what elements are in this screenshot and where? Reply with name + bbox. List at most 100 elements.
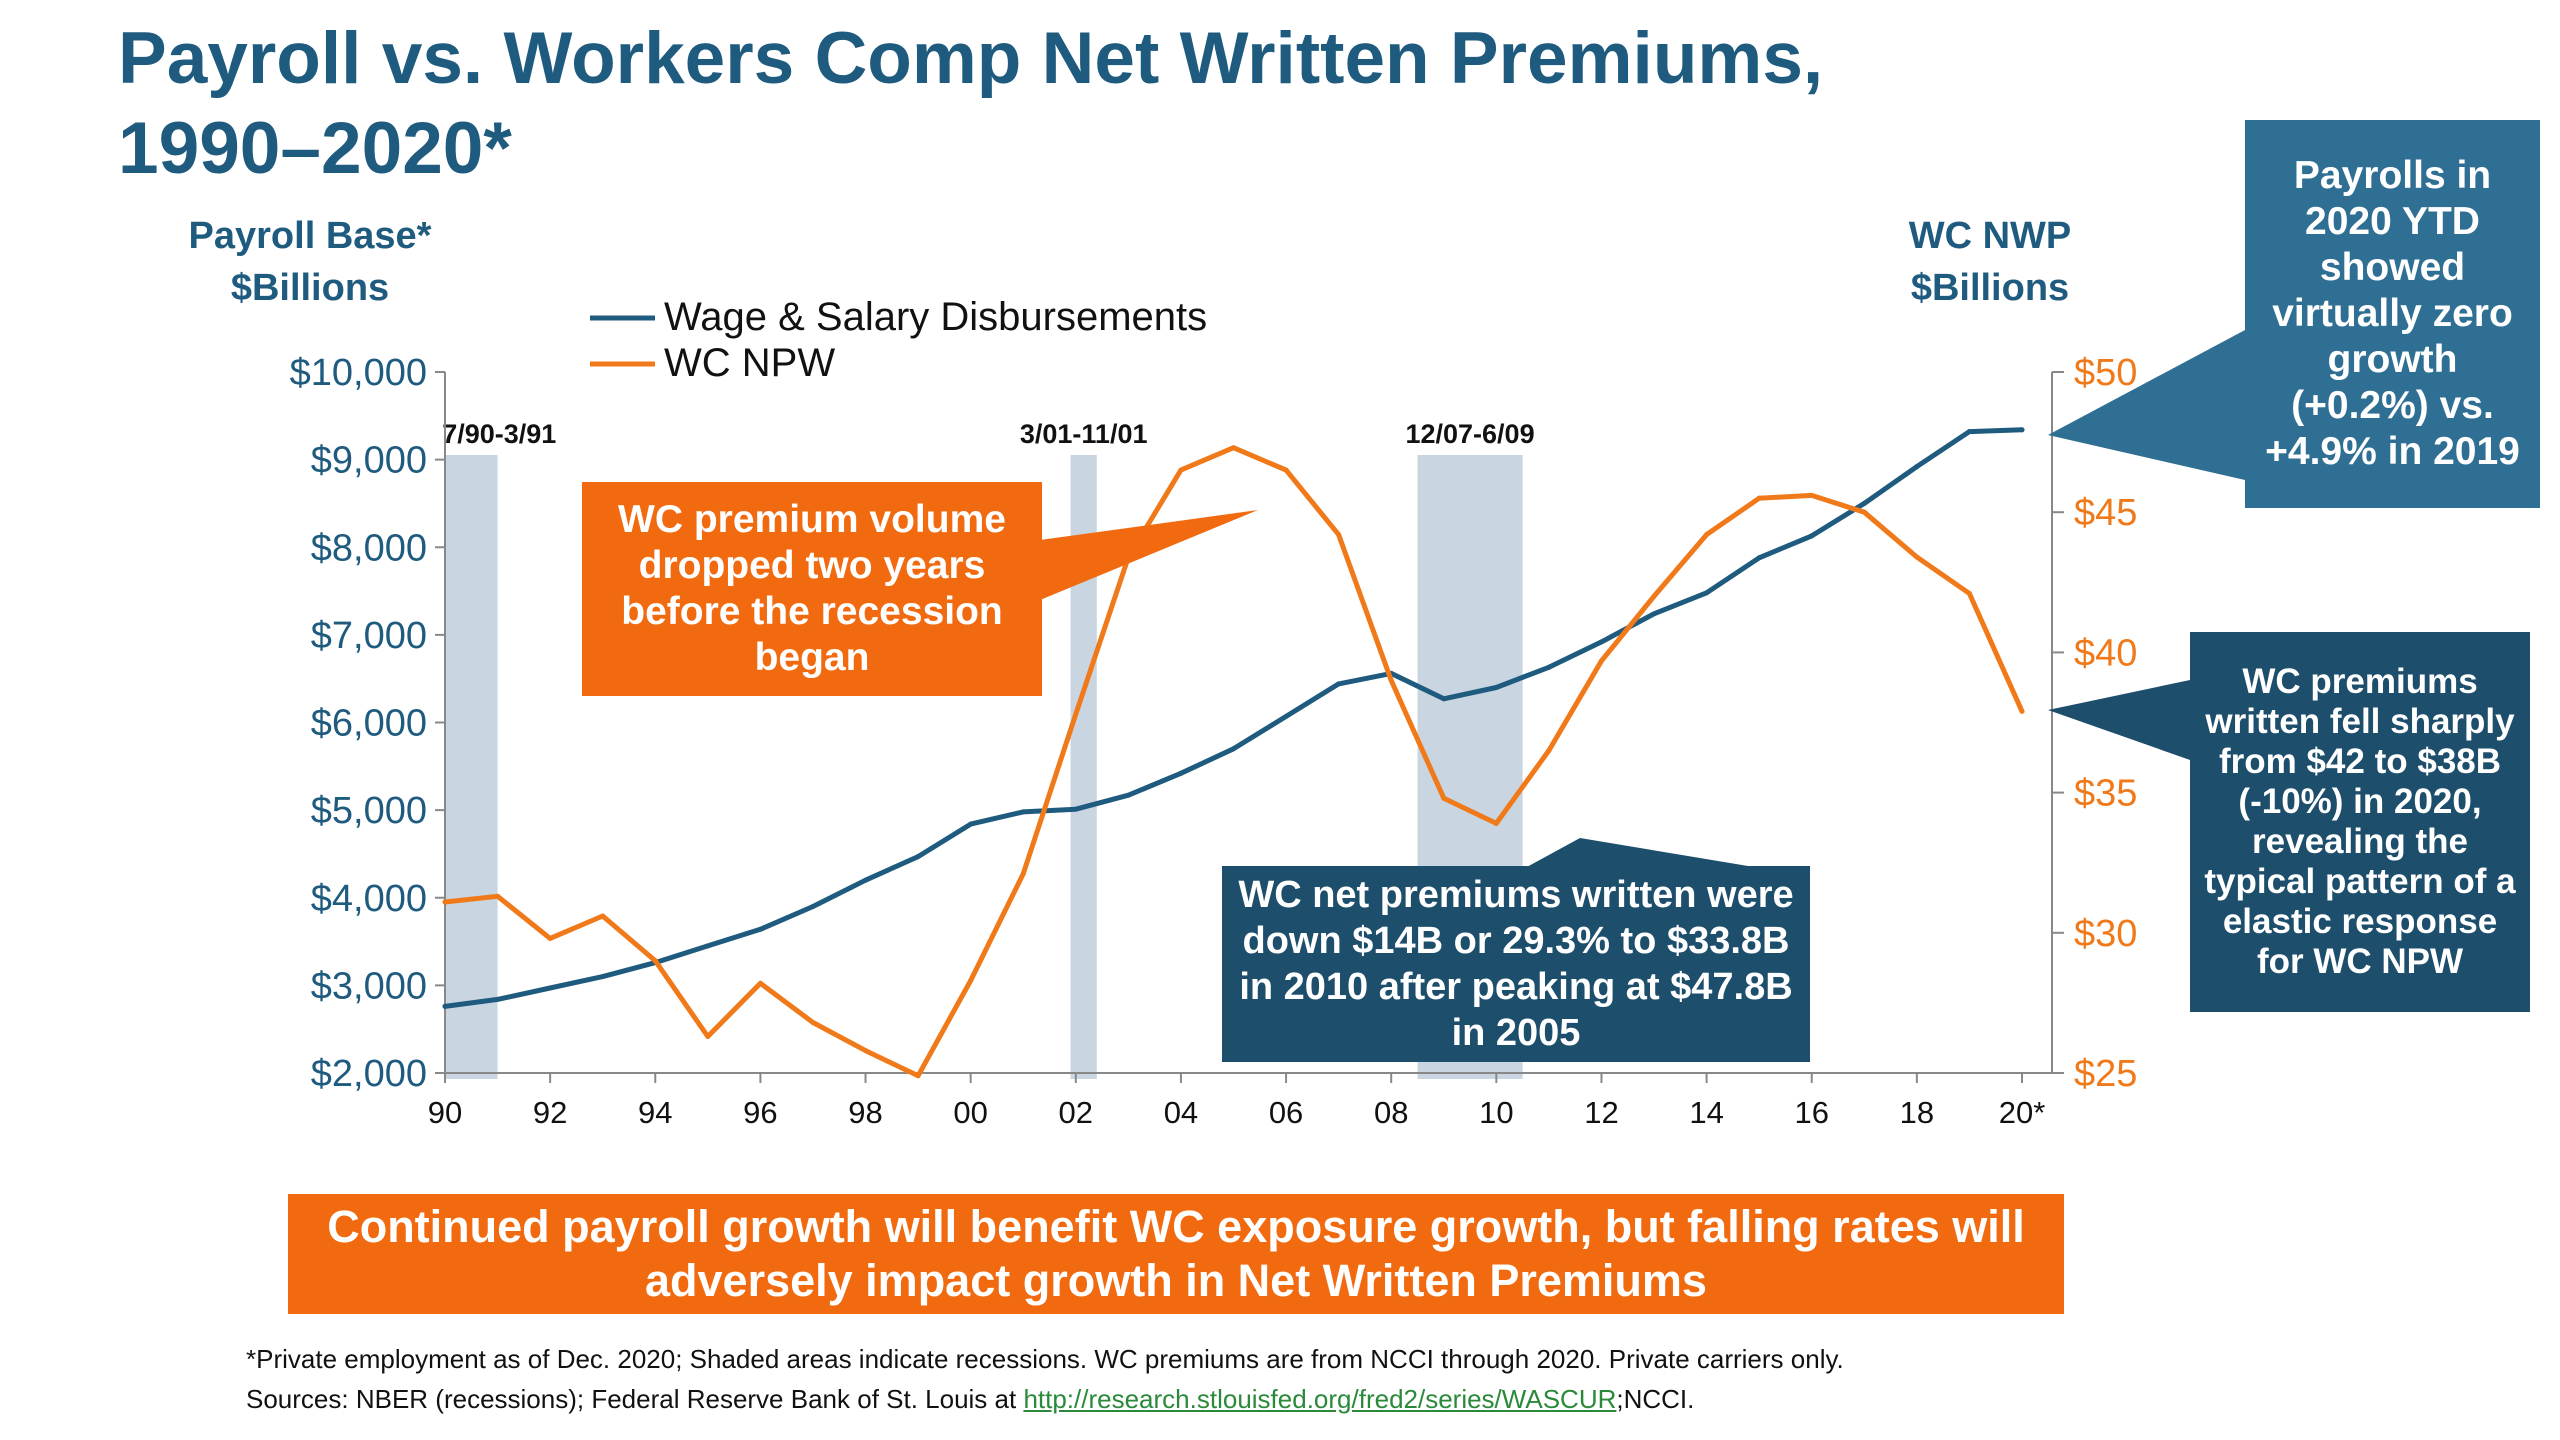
data-point	[1861, 509, 1867, 515]
data-point	[968, 977, 974, 983]
right-tick-label: $25	[2074, 1053, 2137, 1095]
x-tick-label: 06	[1269, 1095, 1303, 1130]
x-tick-label: 96	[743, 1095, 777, 1130]
conclusion-banner: Continued payroll growth will benefit WC…	[288, 1194, 2064, 1314]
footnote-note: *Private employment as of Dec. 2020; Sha…	[246, 1344, 1844, 1374]
footnote-sources-prefix: Sources: NBER (recessions); Federal Rese…	[246, 1384, 1024, 1414]
x-tick-label: 92	[533, 1095, 567, 1130]
data-point	[1020, 809, 1026, 815]
data-point	[915, 1073, 921, 1079]
payroll-2020-callout: Payrolls in 2020 YTD showed virtually ze…	[2245, 120, 2540, 508]
recession-label-1: 7/90-3/91	[442, 419, 556, 449]
title-line-1: Payroll vs. Workers Comp Net Written Pre…	[118, 18, 1824, 99]
data-point	[1546, 748, 1552, 754]
data-point	[1441, 696, 1447, 702]
data-point	[1704, 590, 1710, 596]
data-point	[442, 899, 448, 905]
x-tick-label: 02	[1059, 1095, 1093, 1130]
left-tick-label: $8,000	[311, 527, 427, 569]
data-point	[547, 985, 553, 991]
x-tick-label: 16	[1794, 1095, 1828, 1130]
left-tick-label: $3,000	[311, 965, 427, 1007]
right-tick-label: $35	[2074, 773, 2137, 815]
x-tick-label: 00	[953, 1095, 987, 1130]
premium-fall-text: WC premiums written fell sharply from $4…	[2204, 662, 2516, 981]
data-point	[968, 821, 974, 827]
data-point	[1756, 495, 1762, 501]
legend-label-2: WC NPW	[664, 341, 835, 385]
left-tick-label: $6,000	[311, 703, 427, 745]
x-tick-label: 18	[1900, 1095, 1934, 1130]
data-point	[1493, 684, 1499, 690]
fred-source-link[interactable]: http://research.stlouisfed.org/fred2/ser…	[1023, 1384, 1617, 1414]
series-lines	[442, 427, 2025, 1079]
data-point	[1073, 806, 1079, 812]
right-axis-title: WC NWP $Billions	[1870, 210, 2110, 314]
data-point	[915, 854, 921, 860]
data-point	[1861, 500, 1867, 506]
premium-fall-callout: WC premiums written fell sharply from $4…	[2190, 632, 2530, 1012]
data-point	[1073, 711, 1079, 717]
data-point	[757, 926, 763, 932]
data-point	[1598, 639, 1604, 645]
data-point	[1231, 445, 1236, 451]
chart-axes: $2,000 $3,000 $4,000 $5,000 $6,000 $7,000 $8,0…	[290, 352, 2138, 1130]
data-point	[1914, 464, 1920, 470]
data-point	[1178, 770, 1184, 776]
title-line-2: 1990–2020*	[118, 108, 512, 189]
premium-drop-callout: WC premium volume dropped two years befo…	[582, 482, 1042, 696]
x-tick-label: 10	[1479, 1095, 1513, 1130]
recession-label-3: 12/07-6/09	[1405, 419, 1534, 449]
data-point	[1125, 792, 1131, 798]
nwp-2010-callout: WC net premiums written were down $14B o…	[1222, 866, 1810, 1062]
data-point	[600, 913, 606, 919]
x-tick-label: 98	[848, 1095, 882, 1130]
data-point	[1336, 681, 1342, 687]
data-point	[1336, 532, 1342, 538]
data-point	[1283, 713, 1289, 719]
data-point	[1388, 677, 1394, 683]
right-axis-title-line-1: WC NWP	[1908, 215, 2072, 257]
data-point	[1756, 555, 1762, 561]
data-point	[1231, 746, 1236, 752]
right-tick-label: $50	[2074, 352, 2137, 394]
data-point	[1651, 593, 1657, 599]
data-point	[1809, 492, 1815, 498]
footnote-sources: Sources: NBER (recessions); Federal Rese…	[246, 1384, 1694, 1415]
data-point	[495, 996, 501, 1002]
data-point	[1809, 533, 1815, 539]
footnote-sources-suffix: ;NCCI.	[1616, 1384, 1695, 1414]
left-axis-title-line-1: Payroll Base*	[188, 215, 432, 257]
data-point	[1125, 554, 1131, 560]
data-point	[1178, 467, 1184, 473]
data-point	[1493, 820, 1499, 826]
left-tick-label: $5,000	[311, 790, 427, 832]
data-point	[1546, 664, 1552, 670]
left-tick-label: $7,000	[311, 615, 427, 657]
x-tick-label: 14	[1689, 1095, 1723, 1130]
data-point	[705, 1034, 711, 1040]
right-axis-title-line-2: $Billions	[1910, 267, 2070, 309]
left-axis-title: Payroll Base* $Billions	[170, 210, 450, 314]
data-point	[1020, 871, 1026, 877]
data-point	[1651, 611, 1657, 617]
data-point	[442, 1003, 448, 1009]
left-tick-label: $10,000	[290, 352, 427, 394]
left-axis-title-line-2: $Billions	[230, 267, 390, 309]
data-point	[2019, 427, 2025, 433]
payroll-2020-text: Payrolls in 2020 YTD showed virtually ze…	[2265, 154, 2520, 473]
data-point	[1704, 532, 1710, 538]
data-point	[757, 980, 763, 986]
legend-label-1: Wage & Salary Disbursements	[664, 295, 1207, 339]
data-point	[810, 904, 816, 910]
data-point	[1283, 467, 1289, 473]
data-point	[652, 958, 658, 964]
x-tick-label: 90	[428, 1095, 462, 1130]
right-tick-label: $40	[2074, 632, 2137, 674]
data-point	[547, 935, 553, 941]
left-tick-label: $2,000	[311, 1053, 427, 1095]
left-tick-label: $9,000	[311, 440, 427, 482]
page-title: Payroll vs. Workers Comp Net Written Pre…	[118, 14, 2018, 194]
